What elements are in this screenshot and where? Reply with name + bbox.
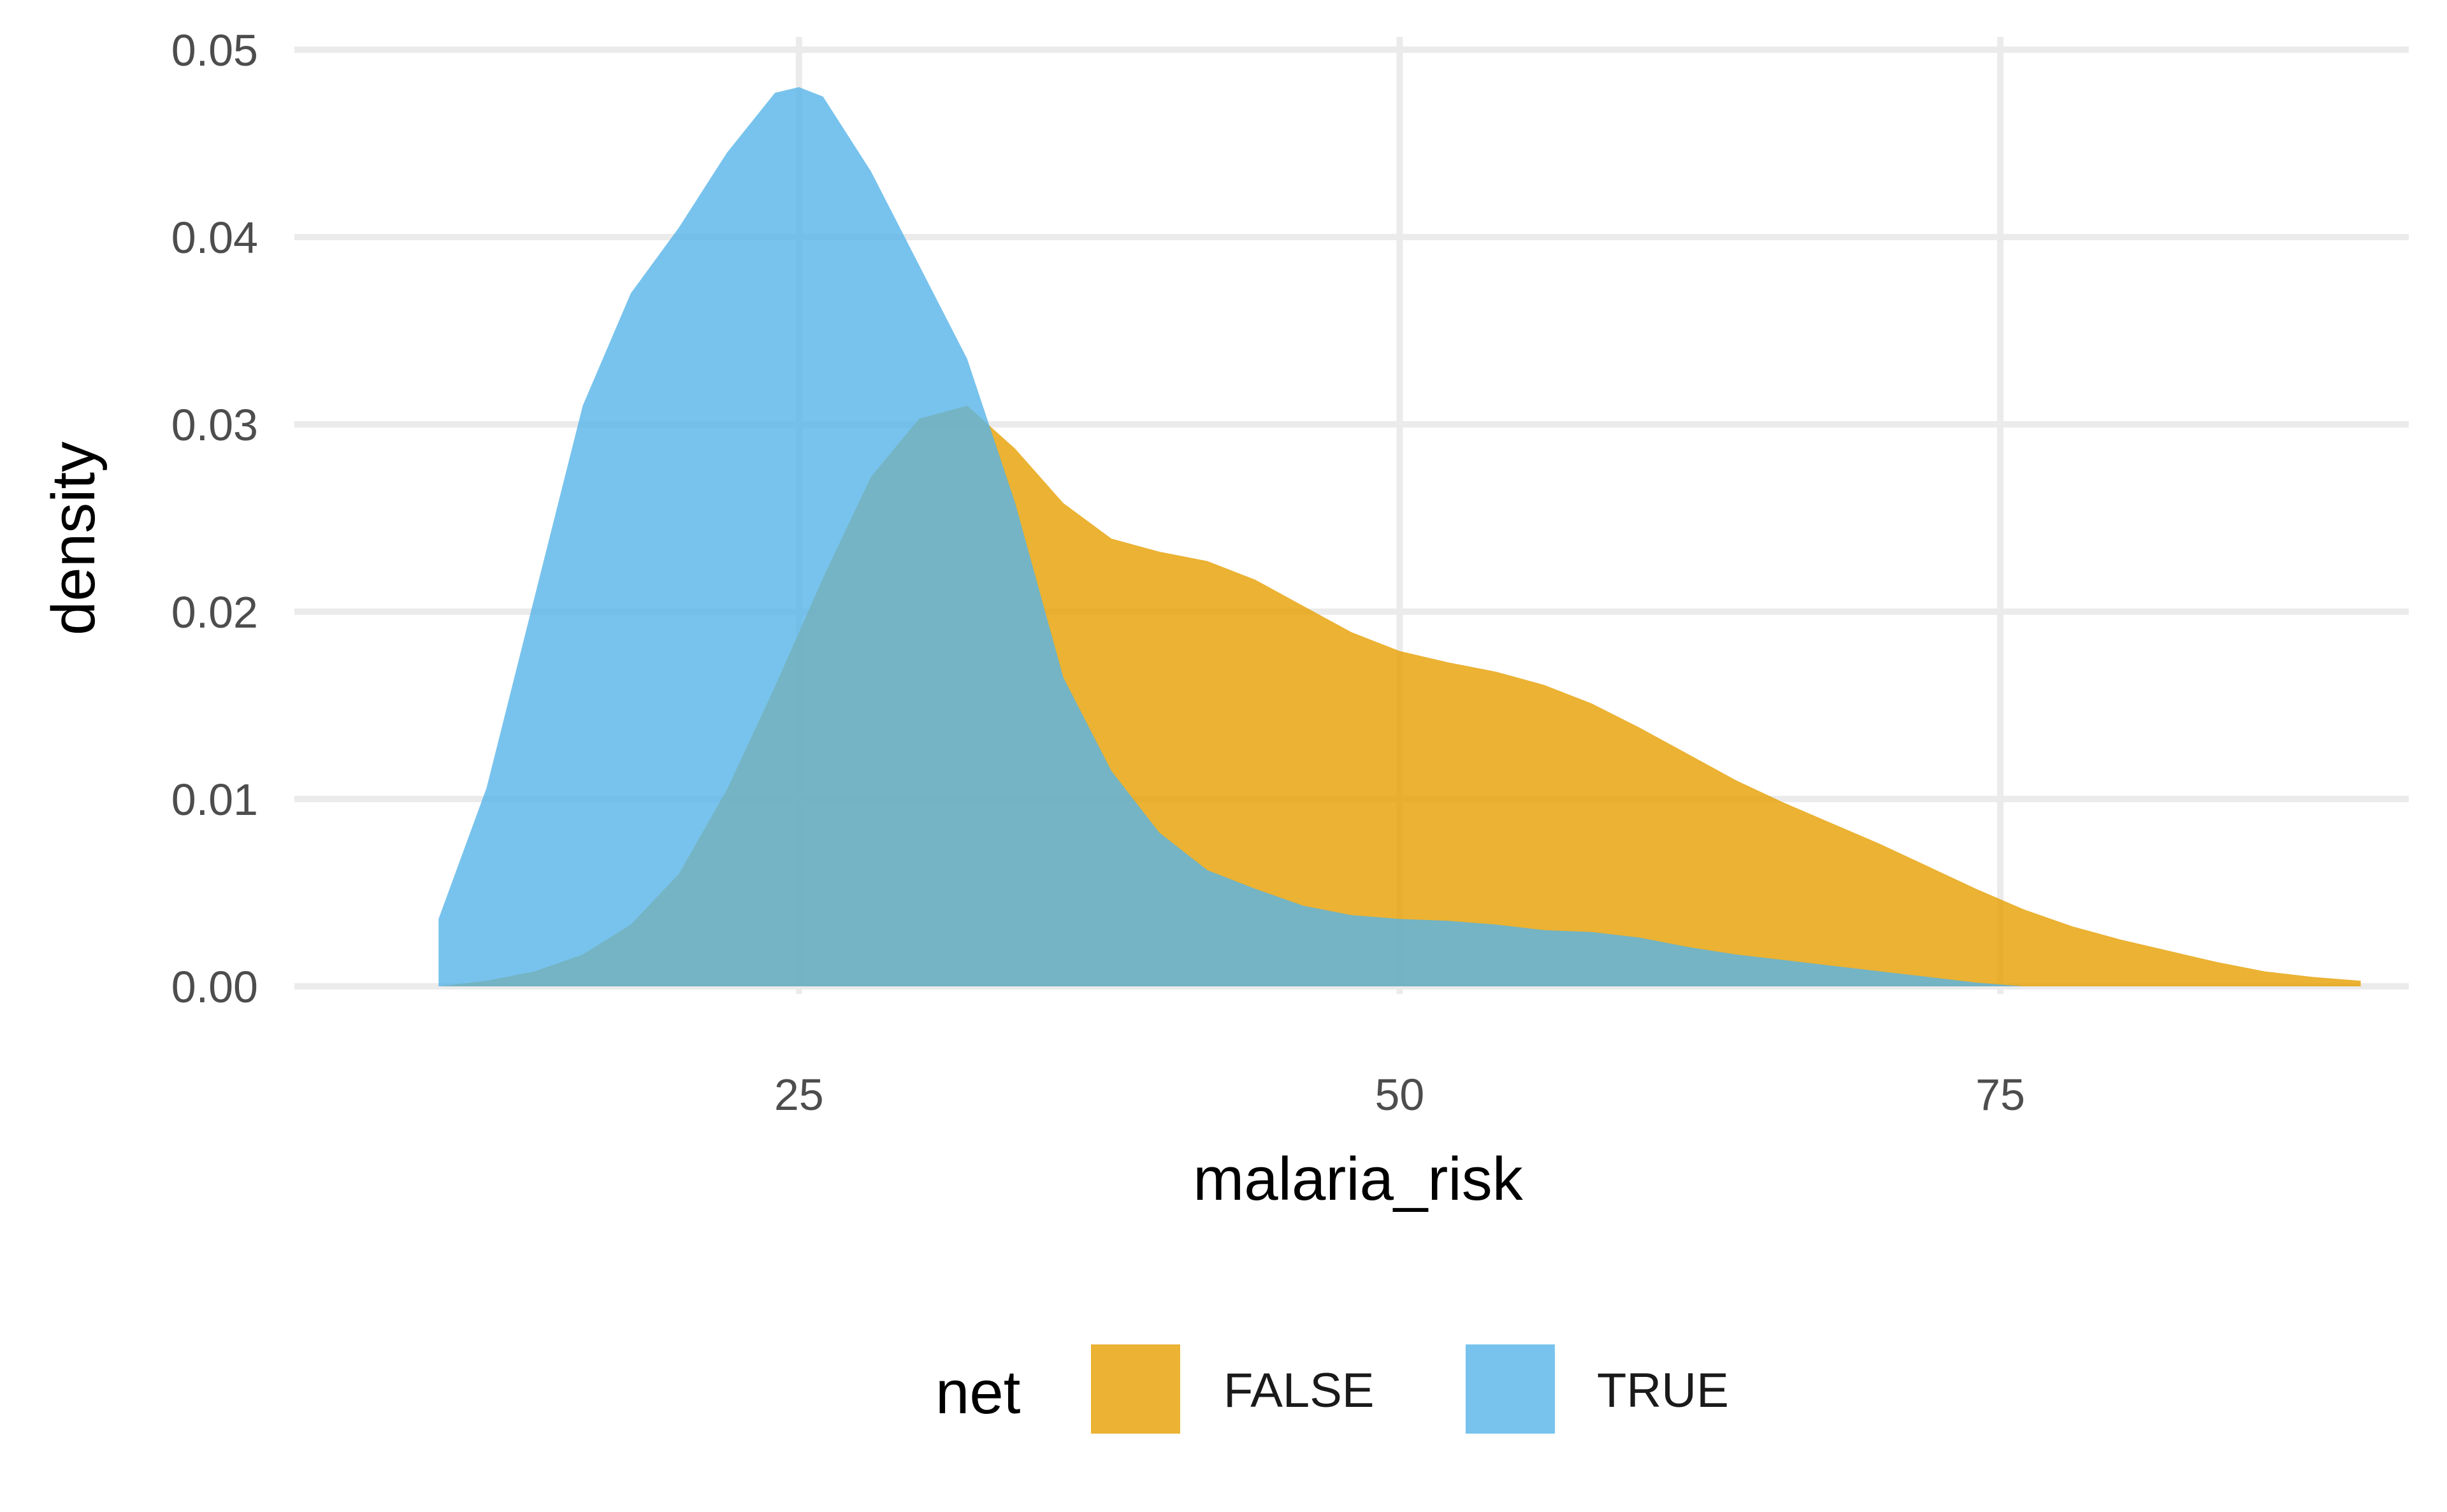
y-tick-label: 0.05 [171,25,258,75]
legend-title: net [935,1358,1020,1427]
y-tick-label: 0.00 [171,962,258,1012]
legend-key-false [1091,1344,1180,1434]
legend-label-false: FALSE [1224,1364,1375,1418]
y-axis-ticks: 0.00 0.01 0.02 0.03 0.04 0.05 [171,25,258,1012]
density-areas [438,87,2361,986]
x-tick-label: 25 [774,1070,824,1120]
y-tick-label: 0.02 [171,587,258,637]
x-axis-title: malaria_risk [1193,1145,1523,1213]
y-tick-label: 0.03 [171,400,258,450]
x-tick-label: 50 [1375,1070,1424,1120]
y-tick-label: 0.01 [171,775,258,824]
legend: net FALSE TRUE [935,1344,1729,1434]
x-tick-label: 75 [1975,1070,2025,1120]
y-axis-title: density [40,442,108,635]
legend-key-true [1466,1344,1555,1434]
y-tick-label: 0.04 [171,213,258,263]
legend-label-true: TRUE [1597,1364,1729,1418]
x-axis-ticks: 25 50 75 [774,1070,2025,1120]
density-area-true [438,87,2025,986]
